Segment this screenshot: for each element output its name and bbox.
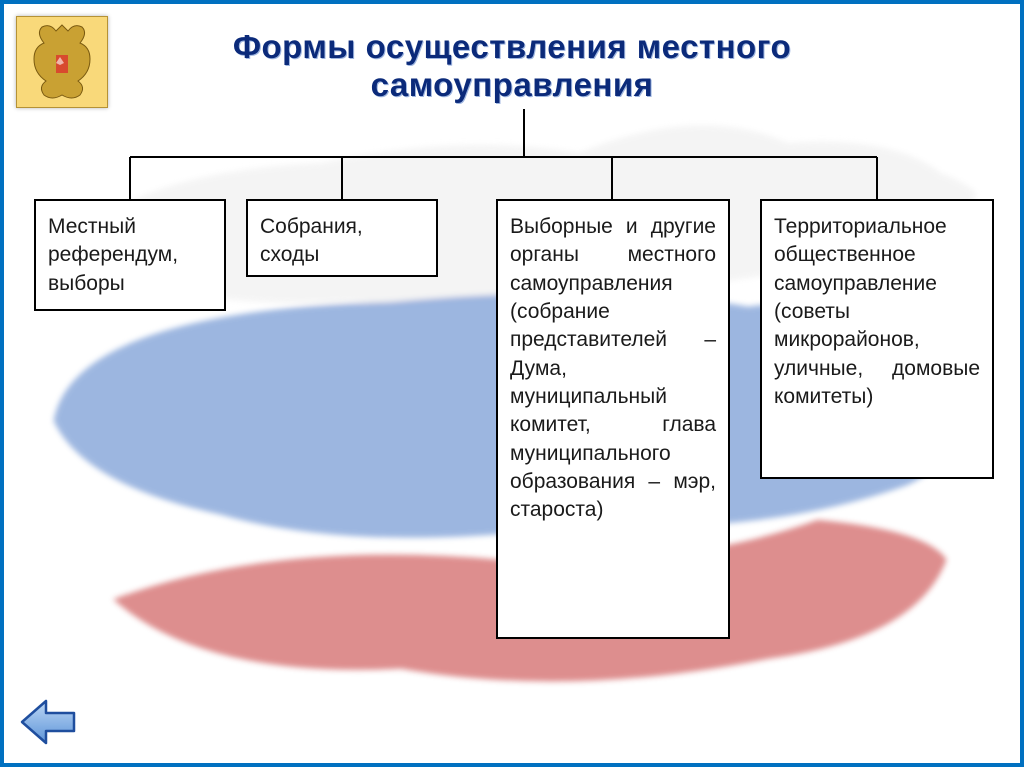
title-line-1: Формы осуществления местного (233, 28, 791, 65)
diagram-box-2: Собрания, сходы (246, 199, 438, 277)
org-diagram: Местный референдум, выборы Собрания, сход… (34, 109, 990, 743)
slide-frame: Формы осуществления местного самоуправле… (0, 0, 1024, 767)
slide-title: Формы осуществления местного самоуправле… (4, 28, 1020, 104)
diagram-box-1: Местный референдум, выборы (34, 199, 226, 311)
diagram-box-3: Выборные и другие органы местного самоуп… (496, 199, 730, 639)
title-line-2: самоуправления (371, 66, 654, 103)
back-button[interactable] (20, 697, 76, 747)
diagram-box-4: Территориаль­ное обществен­ное самоуправ… (760, 199, 994, 479)
